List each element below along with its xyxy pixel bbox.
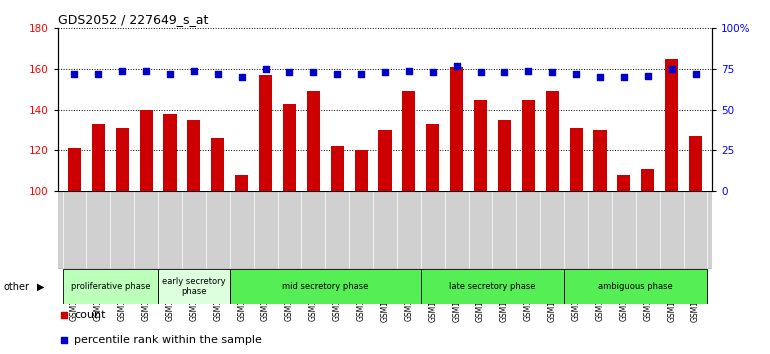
Bar [354, 150, 368, 191]
Bar [564, 269, 708, 304]
Bar [92, 124, 105, 191]
Text: early secretory
phase: early secretory phase [162, 277, 226, 296]
Bar [116, 128, 129, 191]
Point [116, 68, 129, 74]
Bar [450, 67, 464, 191]
Bar [570, 128, 583, 191]
Point [283, 69, 296, 75]
Point [59, 337, 71, 343]
Bar [139, 110, 152, 191]
Text: GDS2052 / 227649_s_at: GDS2052 / 227649_s_at [58, 13, 208, 26]
Text: other: other [4, 282, 30, 292]
Point [522, 68, 534, 74]
Text: late secretory phase: late secretory phase [449, 282, 536, 291]
Point [355, 71, 367, 77]
Bar [474, 99, 487, 191]
Point [403, 68, 415, 74]
Point [212, 71, 224, 77]
Point [259, 66, 272, 72]
Point [140, 68, 152, 74]
Bar [594, 130, 607, 191]
Bar [306, 91, 320, 191]
Point [188, 68, 200, 74]
Point [689, 71, 701, 77]
Bar [546, 91, 559, 191]
Bar [378, 130, 392, 191]
Bar [421, 269, 564, 304]
Bar [689, 136, 702, 191]
Bar [665, 59, 678, 191]
Bar [618, 175, 631, 191]
Text: ambiguous phase: ambiguous phase [598, 282, 673, 291]
Point [331, 71, 343, 77]
Point [164, 71, 176, 77]
Point [594, 74, 606, 80]
Bar [62, 269, 158, 304]
Point [570, 71, 582, 77]
Bar [427, 124, 440, 191]
Point [236, 74, 248, 80]
Point [92, 71, 105, 77]
Point [498, 69, 511, 75]
Bar [68, 148, 81, 191]
Point [69, 71, 81, 77]
Point [546, 69, 558, 75]
Point [427, 69, 439, 75]
Bar [163, 114, 176, 191]
Point [474, 69, 487, 75]
Bar [641, 169, 654, 191]
Point [59, 312, 71, 318]
Point [618, 74, 630, 80]
Text: count: count [74, 309, 105, 320]
Bar [402, 91, 416, 191]
Bar [235, 175, 248, 191]
Bar [211, 138, 224, 191]
Bar [187, 120, 200, 191]
Bar [522, 99, 535, 191]
Point [450, 63, 463, 69]
Text: mid secretory phase: mid secretory phase [282, 282, 369, 291]
Bar [158, 269, 229, 304]
Bar [259, 75, 272, 191]
Text: ▶: ▶ [37, 282, 45, 292]
Bar [283, 104, 296, 191]
Point [641, 73, 654, 78]
Bar [498, 120, 511, 191]
Text: proliferative phase: proliferative phase [71, 282, 150, 291]
Point [665, 66, 678, 72]
Bar [229, 269, 421, 304]
Point [379, 69, 391, 75]
Text: percentile rank within the sample: percentile rank within the sample [74, 335, 262, 346]
Point [307, 69, 320, 75]
Bar [330, 146, 343, 191]
